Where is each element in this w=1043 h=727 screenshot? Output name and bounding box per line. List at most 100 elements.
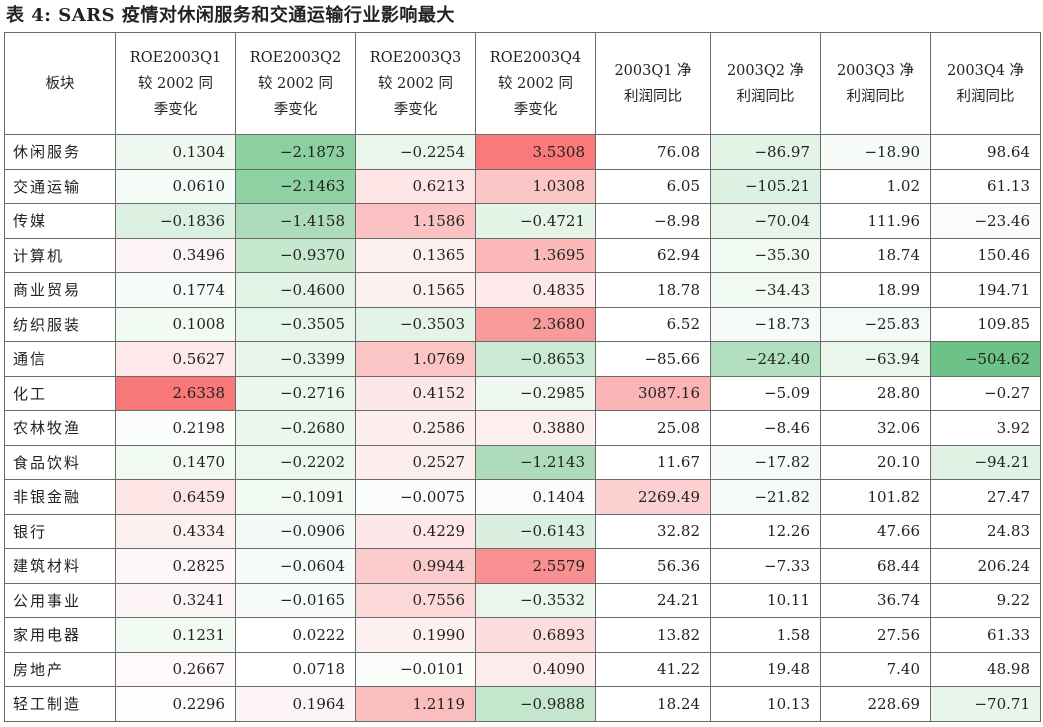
table-cell: −0.4721 — [475, 203, 596, 239]
header-line: ROE2003Q1 — [129, 49, 222, 66]
header-column: ROE2003Q2 较 2002 同季变化 — [235, 32, 356, 135]
header-column: 2003Q4 净利润同比 — [930, 32, 1041, 135]
header-line: ROE2003Q2 — [249, 49, 342, 66]
table-cell: −18.73 — [710, 306, 821, 342]
table-row: 化工 2.6338 −0.2716 0.4152 −0.2985 3087.16 −5.09… — [4, 375, 1041, 411]
table-cell: 0.1774 — [115, 272, 236, 308]
sector-name: 公用事业 — [4, 582, 116, 618]
table-cell: 1.2119 — [355, 686, 476, 722]
table-cell: −0.0906 — [235, 513, 356, 549]
table-row: 食品饮料 0.1470 −0.2202 0.2527 −1.2143 11.67 −17.8… — [4, 444, 1041, 480]
table-cell: 0.3496 — [115, 237, 236, 273]
table-cell: 0.1470 — [115, 444, 236, 480]
table-cell: 1.1586 — [355, 203, 476, 239]
table-cell: −70.04 — [710, 203, 821, 239]
table-cell: 3.92 — [930, 410, 1041, 446]
table-row: 纺织服装 0.1008 −0.3505 −0.3503 2.3680 6.52 −18.73… — [4, 306, 1041, 342]
table-cell: 0.6459 — [115, 479, 236, 515]
table-cell: 0.2296 — [115, 686, 236, 722]
table-cell: 2.3680 — [475, 306, 596, 342]
table-cell: −0.2985 — [475, 375, 596, 411]
header-line: 季变化 — [393, 101, 438, 118]
header-line: 板块 — [45, 75, 75, 92]
header-line: 2003Q1 净 — [614, 62, 692, 79]
table-cell: 0.1964 — [235, 686, 356, 722]
table-cell: 36.74 — [820, 582, 931, 618]
header-column: ROE2003Q4 较 2002 同季变化 — [475, 32, 596, 135]
sector-name: 家用电器 — [4, 617, 116, 653]
table-cell: −0.2202 — [235, 444, 356, 480]
table-cell: −0.8653 — [475, 341, 596, 377]
table-cell: 10.11 — [710, 582, 821, 618]
table-cell: 0.7556 — [355, 582, 476, 618]
table-cell: 1.0769 — [355, 341, 476, 377]
table-row: 建筑材料 0.2825 −0.0604 0.9944 2.5579 56.36 −7.33 6… — [4, 548, 1041, 584]
table-cell: 10.13 — [710, 686, 821, 722]
table-cell: 61.13 — [930, 168, 1041, 204]
table-cell: −0.27 — [930, 375, 1041, 411]
header-column: ROE2003Q3 较 2002 同季变化 — [355, 32, 476, 135]
table-cell: 3.5308 — [475, 134, 596, 170]
table-cell: −85.66 — [595, 341, 711, 377]
sector-name: 银行 — [4, 513, 116, 549]
table-cell: 0.2586 — [355, 410, 476, 446]
table-cell: 0.4090 — [475, 651, 596, 687]
table-cell: 9.22 — [930, 582, 1041, 618]
table-cell: 206.24 — [930, 548, 1041, 584]
table-cell: 6.05 — [595, 168, 711, 204]
table-row: 计算机 0.3496 −0.9370 0.1365 1.3695 62.94 −35.30 1… — [4, 237, 1041, 273]
table-cell: 11.67 — [595, 444, 711, 480]
sector-name: 交通运输 — [4, 168, 116, 204]
table-cell: 0.3880 — [475, 410, 596, 446]
table-cell: −242.40 — [710, 341, 821, 377]
table-cell: 0.4835 — [475, 272, 596, 308]
table-cell: 1.0308 — [475, 168, 596, 204]
sector-name: 房地产 — [4, 651, 116, 687]
table-cell: 194.71 — [930, 272, 1041, 308]
table-cell: −17.82 — [710, 444, 821, 480]
table-cell: 1.02 — [820, 168, 931, 204]
table-row: 休闲服务 0.1304 −2.1873 −0.2254 3.5308 76.08 −86.9… — [4, 134, 1041, 170]
table-cell: −86.97 — [710, 134, 821, 170]
table-cell: −0.3505 — [235, 306, 356, 342]
table-cell: 24.83 — [930, 513, 1041, 549]
table-cell: −2.1873 — [235, 134, 356, 170]
table-cell: −2.1463 — [235, 168, 356, 204]
table-cell: −0.3399 — [235, 341, 356, 377]
table-cell: −1.2143 — [475, 444, 596, 480]
table-cell: −0.2716 — [235, 375, 356, 411]
sector-name: 农林牧渔 — [4, 410, 116, 446]
header-line: 较 2002 同 — [377, 75, 454, 92]
table-cell: 27.56 — [820, 617, 931, 653]
table-cell: −7.33 — [710, 548, 821, 584]
table-cell: 28.80 — [820, 375, 931, 411]
table-cell: 2.6338 — [115, 375, 236, 411]
header-line: 季变化 — [153, 101, 198, 118]
table-body: 休闲服务 0.1304 −2.1873 −0.2254 3.5308 76.08 −86.9… — [4, 134, 1041, 722]
header-line: 较 2002 同 — [257, 75, 334, 92]
sector-name: 建筑材料 — [4, 548, 116, 584]
table-cell: 228.69 — [820, 686, 931, 722]
table-cell: −70.71 — [930, 686, 1041, 722]
table-row: 轻工制造 0.2296 0.1964 1.2119 −0.9888 18.24 10.13 2… — [4, 686, 1041, 722]
table-cell: −0.0075 — [355, 479, 476, 515]
table-cell: 32.82 — [595, 513, 711, 549]
sector-name: 通信 — [4, 341, 116, 377]
table-cell: 27.47 — [930, 479, 1041, 515]
table-cell: 56.36 — [595, 548, 711, 584]
table-cell: 62.94 — [595, 237, 711, 273]
header-line: 利润同比 — [624, 88, 682, 105]
header-line: 季变化 — [513, 101, 558, 118]
table-cell: 0.6213 — [355, 168, 476, 204]
table-cell: 101.82 — [820, 479, 931, 515]
table-cell: 0.9944 — [355, 548, 476, 584]
data-table: 板块 ROE2003Q1 较 2002 同季变化 ROE2003Q2 较 2002 同季… — [4, 32, 1041, 722]
table-cell: 0.1008 — [115, 306, 236, 342]
table-cell: 0.1304 — [115, 134, 236, 170]
table-cell: 3087.16 — [595, 375, 711, 411]
table-cell: 0.6893 — [475, 617, 596, 653]
header-line: 较 2002 同 — [137, 75, 214, 92]
sector-name: 化工 — [4, 375, 116, 411]
table-cell: −504.62 — [930, 341, 1041, 377]
table-cell: 13.82 — [595, 617, 711, 653]
